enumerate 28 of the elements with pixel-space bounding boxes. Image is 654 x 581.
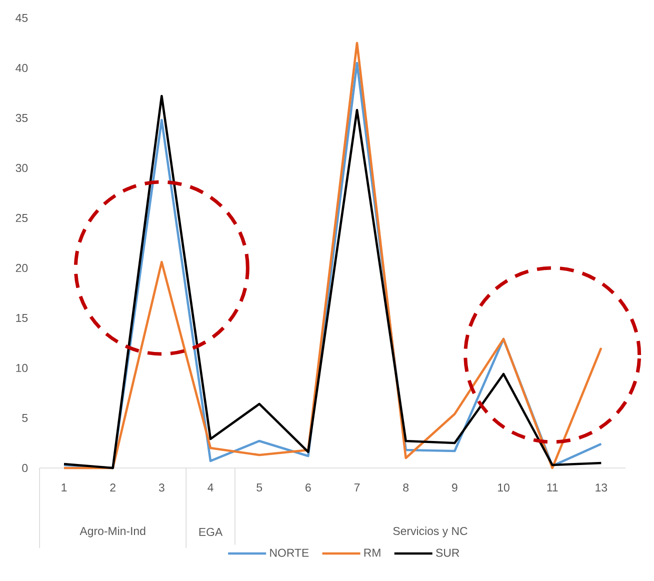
y-tick-label: 25 xyxy=(16,214,28,222)
x-tick-label: 8 xyxy=(403,484,409,492)
x-tick-label: 2 xyxy=(110,484,116,492)
y-tick-label: 0 xyxy=(22,464,28,472)
y-tick-label: 40 xyxy=(16,64,28,72)
y-tick-label: 20 xyxy=(16,264,28,272)
y-tick-label: 5 xyxy=(22,414,28,422)
x-tick-label: 13 xyxy=(596,484,608,492)
y-tick-label: 10 xyxy=(16,364,28,372)
x-tick-label: 1 xyxy=(62,484,67,492)
x-tick-label: 7 xyxy=(354,484,360,492)
x-tick-label: 6 xyxy=(306,484,311,492)
x-tick-label: 5 xyxy=(256,484,262,492)
x-tick-label: 3 xyxy=(158,484,164,492)
x-tick-label: 9 xyxy=(452,484,458,492)
y-tick-label: 45 xyxy=(16,14,28,22)
legend-label: SUR xyxy=(436,548,460,557)
y-tick-label: 15 xyxy=(16,314,28,322)
x-tick-label: 10 xyxy=(498,484,510,492)
y-tick-label: 35 xyxy=(16,114,28,122)
x-tick-label: 11 xyxy=(547,484,558,492)
y-tick-label: 30 xyxy=(16,164,28,172)
legend-label: NORTE xyxy=(270,548,309,557)
text: Servicios y NC xyxy=(393,526,468,538)
x-tick-label: 4 xyxy=(208,484,214,492)
legend-label: RM xyxy=(364,548,380,557)
text: Agro-Min-Ind xyxy=(80,526,146,538)
text: EGA xyxy=(199,528,223,536)
